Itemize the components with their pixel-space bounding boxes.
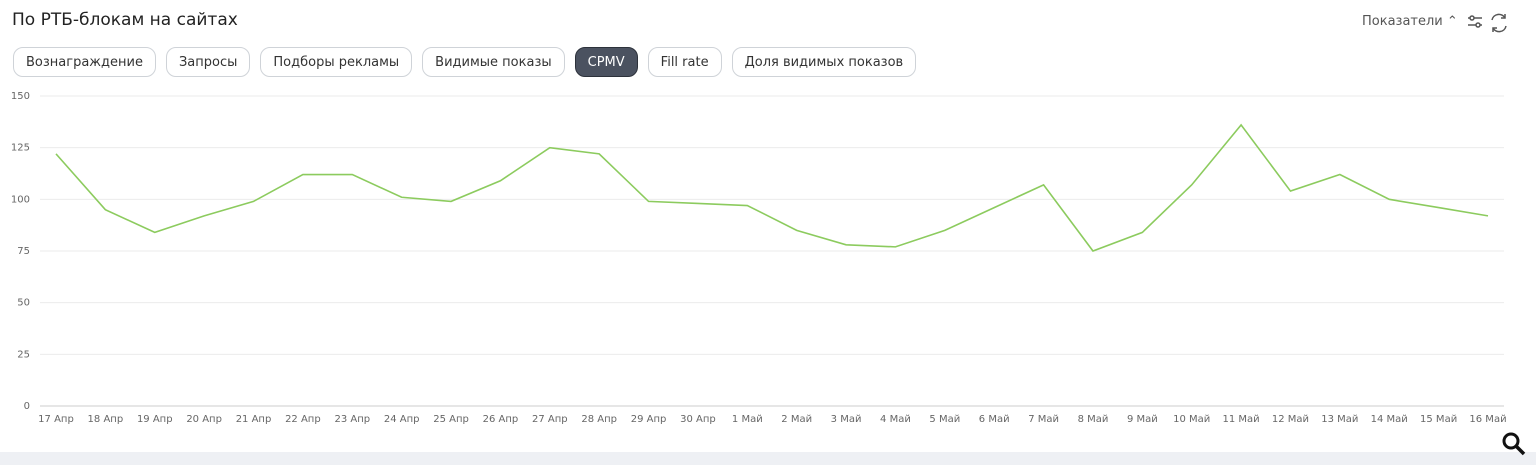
x-tick-label: 20 Апр (186, 414, 222, 425)
x-tick-label: 5 Май (929, 414, 960, 425)
x-tick-label: 14 Май (1371, 414, 1408, 425)
x-tick-label: 28 Апр (581, 414, 617, 425)
x-tick-label: 16 Май (1469, 414, 1506, 425)
x-tick-label: 24 Апр (384, 414, 420, 425)
x-tick-label: 23 Апр (334, 414, 370, 425)
x-tick-label: 29 Апр (631, 414, 667, 425)
x-tick-label: 22 Апр (285, 414, 321, 425)
x-tick-label: 12 Май (1272, 414, 1309, 425)
x-tick-label: 30 Апр (680, 414, 716, 425)
footer-bar (0, 452, 1536, 465)
y-tick-label: 25 (17, 349, 30, 360)
tab[interactable]: CPMV (574, 47, 638, 77)
refresh-icon[interactable] (1491, 13, 1507, 33)
x-tick-label: 25 Апр (433, 414, 469, 425)
x-tick-label: 27 Апр (532, 414, 568, 425)
widget-title: По РТБ-блокам на сайтах (12, 10, 238, 30)
tab[interactable]: Запросы (165, 47, 251, 77)
series-line (55, 123, 1489, 252)
x-tick-label: 3 Май (831, 414, 862, 425)
chart: 0 25 50 75 100 125 150 17 Апр 18 Апр 19 Апр 20 Апр… (11, 91, 1507, 425)
zoom-icon[interactable] (1500, 430, 1528, 458)
y-tick-label: 150 (11, 91, 30, 102)
x-tick-label: 4 Май (880, 414, 911, 425)
x-tick-label: 7 Май (1028, 414, 1059, 425)
x-tick-label: 15 Май (1420, 414, 1457, 425)
x-tick-label: 19 Апр (137, 414, 173, 425)
tab[interactable]: Доля видимых показов (731, 47, 917, 77)
x-tick-label: 6 Май (979, 414, 1010, 425)
tab[interactable]: Видимые показы (422, 47, 565, 77)
metrics-label[interactable]: Показатели (1362, 14, 1443, 29)
y-tick-label: 75 (17, 246, 30, 257)
settings-icon[interactable] (1468, 15, 1482, 28)
y-tick-label: 50 (17, 298, 30, 309)
y-tick-label: 125 (11, 143, 30, 154)
tab[interactable]: Fill rate (647, 47, 722, 77)
tabs: Вознаграждение Запросы Подборы рекламы Види… (13, 47, 917, 77)
toolbar-icons (1468, 13, 1507, 33)
x-tick-label: 21 Апр (236, 414, 272, 425)
x-tick-label: 2 Май (781, 414, 812, 425)
x-tick-label: 18 Апр (88, 414, 124, 425)
x-tick-label: 11 Май (1223, 414, 1260, 425)
x-tick-label: 8 Май (1078, 414, 1109, 425)
y-tick-label: 100 (11, 194, 30, 205)
x-tick-label: 17 Апр (38, 414, 74, 425)
x-tick-label: 26 Апр (483, 414, 519, 425)
y-tick-label: 0 (24, 401, 30, 412)
x-tick-label: 9 Май (1127, 414, 1158, 425)
metrics-button[interactable]: Показатели ⌃ (1362, 14, 1458, 29)
x-tick-label: 13 Май (1321, 414, 1358, 425)
tab[interactable]: Подборы рекламы (260, 47, 413, 77)
x-tick-label: 1 Май (732, 414, 763, 425)
x-tick-label: 10 Май (1173, 414, 1210, 425)
tab[interactable]: Вознаграждение (13, 47, 156, 77)
